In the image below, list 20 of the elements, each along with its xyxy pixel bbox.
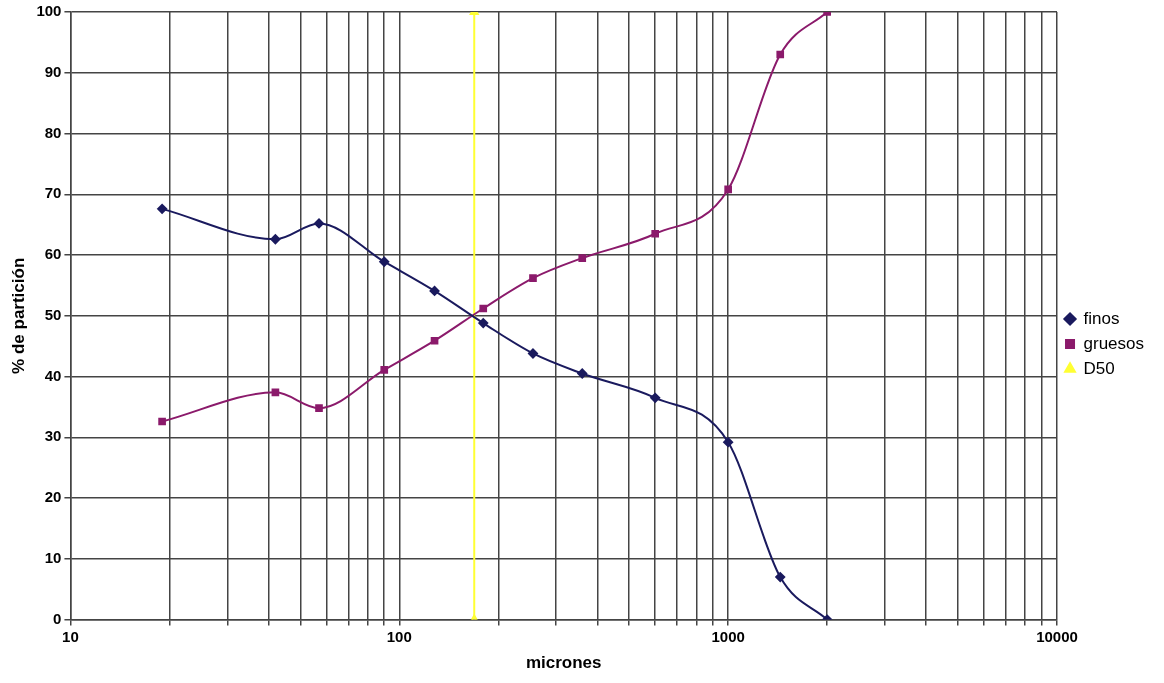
x-axis-title: micrones <box>525 653 602 673</box>
legend-label: D50 <box>1083 358 1115 378</box>
y-tick-label: 40 <box>44 366 62 384</box>
legend-label: finos <box>1083 308 1120 328</box>
x-tick-label: 100 <box>386 627 412 645</box>
x-tick-label: 10 <box>62 627 79 645</box>
legend-label: gruesos <box>1083 333 1144 353</box>
y-tick-label: 30 <box>44 427 62 445</box>
y-tick-label: 0 <box>53 609 62 627</box>
y-tick-label: 20 <box>44 488 62 506</box>
y-tick-label: 70 <box>44 184 62 202</box>
y-tick-label: 50 <box>44 305 62 323</box>
x-tick-label: 1000 <box>711 627 745 645</box>
y-tick-label: 90 <box>44 62 62 80</box>
y-axis-title: % de partición <box>8 257 28 374</box>
y-tick-label: 80 <box>44 123 62 141</box>
y-tick-label: 60 <box>44 245 62 263</box>
y-tick-label: 10 <box>44 548 62 566</box>
x-tick-label: 10000 <box>1036 627 1078 645</box>
y-tick-label: 100 <box>36 2 62 20</box>
